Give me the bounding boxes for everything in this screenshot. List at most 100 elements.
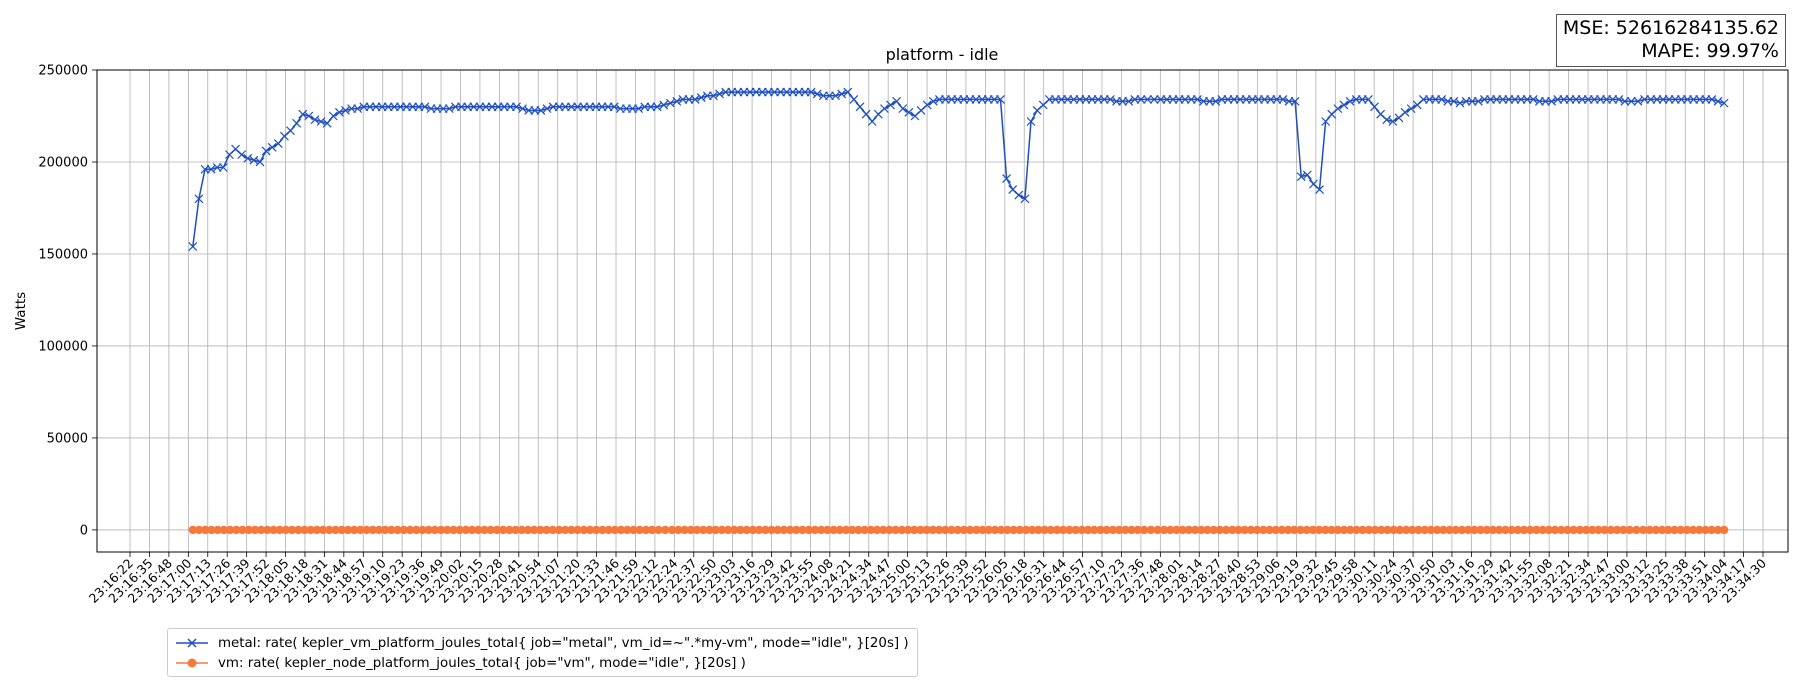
vm-data-point bbox=[1203, 525, 1212, 535]
metal-data-point bbox=[255, 157, 265, 167]
vm-data-point bbox=[1364, 525, 1374, 535]
vm-data-point bbox=[1139, 525, 1149, 535]
metal-data-point bbox=[715, 89, 724, 99]
vm-data-point bbox=[1501, 525, 1510, 535]
vm-data-point bbox=[300, 525, 309, 535]
metal-data-point bbox=[652, 102, 662, 112]
vm-data-point bbox=[616, 525, 626, 535]
metal-data-point bbox=[292, 118, 302, 128]
metal-data-point bbox=[1026, 117, 1036, 126]
metal-data-point bbox=[843, 87, 853, 97]
metal-data-point bbox=[218, 163, 228, 172]
vm-data-point bbox=[654, 525, 663, 535]
vm-data-point bbox=[213, 525, 222, 535]
metal-data-point bbox=[298, 109, 308, 119]
vm-data-point bbox=[1153, 525, 1162, 535]
vm-data-point bbox=[891, 525, 900, 535]
vm-data-point bbox=[767, 525, 776, 535]
metal-data-point bbox=[880, 104, 889, 114]
legend-label-vm: vm: rate( kepler_node_platform_joules_to… bbox=[218, 655, 746, 671]
vm-data-point bbox=[201, 525, 210, 535]
vm-data-point bbox=[1569, 525, 1578, 535]
vm-data-point bbox=[1352, 525, 1361, 535]
vm-data-point bbox=[1114, 525, 1124, 535]
vm-data-point bbox=[1127, 525, 1136, 535]
metal-data-point bbox=[1143, 95, 1152, 104]
vm-data-point bbox=[674, 525, 683, 535]
vm-data-point bbox=[1625, 525, 1634, 535]
vm-data-point bbox=[418, 525, 427, 535]
vm-data-point bbox=[705, 525, 714, 535]
vm-data-point bbox=[922, 525, 931, 535]
vm-data-point bbox=[667, 525, 677, 535]
vm-data-point bbox=[1606, 525, 1616, 535]
vm-data-point bbox=[773, 525, 782, 535]
vm-data-point bbox=[1645, 525, 1654, 535]
metal-data-point bbox=[1296, 172, 1306, 182]
vm-data-point bbox=[1439, 525, 1448, 535]
metal-data-point bbox=[1363, 95, 1373, 104]
vm-data-point bbox=[1190, 525, 1200, 535]
metal-data-point bbox=[542, 104, 552, 114]
vm-data-point bbox=[275, 525, 284, 535]
vm-data-point bbox=[629, 525, 638, 535]
vm-data-point bbox=[1121, 525, 1130, 535]
vm-data-point bbox=[250, 525, 260, 535]
vm-data-point bbox=[306, 525, 315, 535]
vm-data-point bbox=[816, 525, 826, 535]
vm-data-point bbox=[449, 525, 458, 535]
vm-data-point bbox=[188, 525, 198, 535]
vm-data-point bbox=[1265, 525, 1274, 535]
vm-data-point bbox=[1513, 525, 1523, 535]
vm-data-point bbox=[405, 525, 415, 535]
vm-data-point bbox=[281, 525, 291, 535]
metal-data-point bbox=[1382, 115, 1392, 125]
metal-data-point bbox=[892, 96, 902, 106]
vm-data-point bbox=[1339, 525, 1349, 535]
vm-data-point bbox=[480, 525, 489, 535]
vm-data-point bbox=[879, 525, 888, 535]
metal-data-point bbox=[237, 150, 247, 160]
vm-data-point bbox=[455, 525, 464, 535]
legend-item-vm: vm: rate( kepler_node_platform_joules_to… bbox=[174, 653, 909, 673]
vm-data-point bbox=[443, 525, 452, 535]
metal-data-point bbox=[1124, 96, 1134, 106]
metal-data-point bbox=[696, 93, 706, 103]
metal-data-point bbox=[334, 107, 344, 117]
vm-data-point bbox=[972, 525, 981, 535]
vm-data-point bbox=[1172, 525, 1181, 535]
vm-data-point bbox=[1166, 525, 1175, 535]
vm-data-point bbox=[256, 525, 266, 535]
vm-data-point bbox=[736, 525, 745, 535]
vm-data-point bbox=[903, 525, 913, 535]
vm-data-point bbox=[412, 525, 421, 535]
vm-data-point bbox=[1395, 525, 1405, 535]
vm-data-point bbox=[436, 525, 446, 535]
vm-data-point bbox=[1234, 525, 1243, 535]
vm-data-point bbox=[1664, 525, 1673, 535]
vm-data-point bbox=[1133, 525, 1142, 535]
vm-data-point bbox=[1451, 525, 1460, 535]
vm-data-point bbox=[1370, 525, 1380, 535]
legend: metal: rate( kepler_vm_platform_joules_t… bbox=[167, 628, 918, 677]
y-tick-label: 200000 bbox=[38, 155, 88, 170]
y-tick-label: 0 bbox=[80, 523, 88, 538]
vm-data-point bbox=[848, 525, 857, 535]
vm-data-point bbox=[287, 525, 297, 535]
vm-data-point bbox=[1482, 525, 1491, 535]
metal-data-point bbox=[444, 104, 454, 114]
vm-data-point bbox=[841, 525, 851, 535]
vm-data-point bbox=[598, 525, 607, 535]
vm-data-point bbox=[1632, 525, 1641, 535]
vm-data-point bbox=[910, 525, 919, 535]
vm-data-point bbox=[1246, 525, 1256, 535]
metal-data-point bbox=[806, 87, 816, 97]
vm-data-point bbox=[661, 525, 670, 535]
metal-data-point bbox=[1713, 96, 1723, 106]
vm-data-point bbox=[486, 525, 495, 535]
vm-data-point bbox=[554, 525, 564, 535]
vm-data-point bbox=[717, 525, 727, 535]
vm-data-point bbox=[823, 525, 832, 535]
metal-data-point bbox=[1002, 174, 1011, 183]
vm-data-point bbox=[1228, 525, 1237, 535]
